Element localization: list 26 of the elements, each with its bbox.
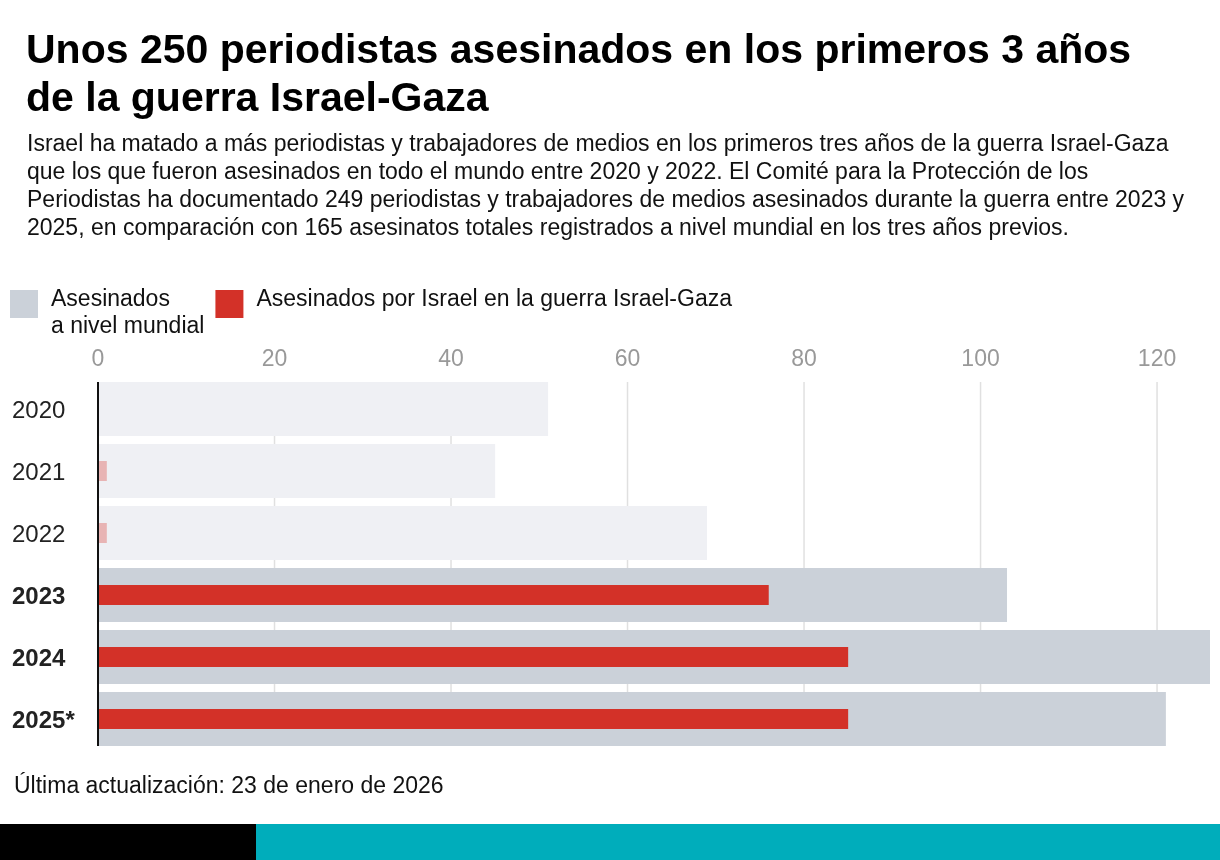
bar bbox=[98, 461, 107, 481]
chart-title: Unos 250 periodistas asesinados en los primeros 3 años de la guerra Israel-Gaza bbox=[26, 26, 1132, 120]
bar bbox=[98, 506, 707, 560]
x-tick-label: 80 bbox=[791, 345, 817, 371]
y-tick-label: 2022 bbox=[12, 520, 66, 547]
chart-subtitle: Israel ha matado a más periodistas y trabajadores de medios en los primeros tres años de la guerra Israel-Gaza que los que fueron asesinados en todo el mundo entre 2020 y 2022. El Comité para la Protección de los Periodistas ha documentado 249 periodistas y trabajadores de medios asesinados durante la guerra entre 2023 y 2025, en comparación con 165 asesinatos totales registrados a nivel mundial en los tres años previos. bbox=[27, 130, 1185, 240]
x-tick-label: 20 bbox=[261, 345, 288, 371]
bar bbox=[98, 523, 107, 543]
x-tick-label: 40 bbox=[438, 345, 464, 371]
x-tick-label: 100 bbox=[961, 345, 1000, 371]
legend-label: Asesinados a nivel mundial bbox=[51, 285, 205, 338]
y-tick-label: 2020 bbox=[12, 396, 66, 423]
text: Última actualización: 23 de enero de 2026 bbox=[14, 772, 444, 798]
bar bbox=[98, 585, 769, 605]
x-tick-label: 0 bbox=[91, 345, 105, 371]
y-tick-label: 2025* bbox=[12, 706, 76, 733]
y-tick-label: 2023 bbox=[12, 582, 66, 609]
bar bbox=[98, 647, 849, 667]
x-tick-label: 120 bbox=[1137, 345, 1177, 371]
bar bbox=[98, 382, 549, 436]
bar bbox=[98, 709, 849, 729]
x-tick-label: 60 bbox=[614, 345, 641, 371]
legend-label: Asesinados por Israel en la guerra Israel-Gaza bbox=[256, 285, 733, 311]
y-tick-label: 2024 bbox=[12, 644, 67, 671]
y-tick-label: 2021 bbox=[12, 458, 66, 485]
bar bbox=[98, 444, 496, 498]
